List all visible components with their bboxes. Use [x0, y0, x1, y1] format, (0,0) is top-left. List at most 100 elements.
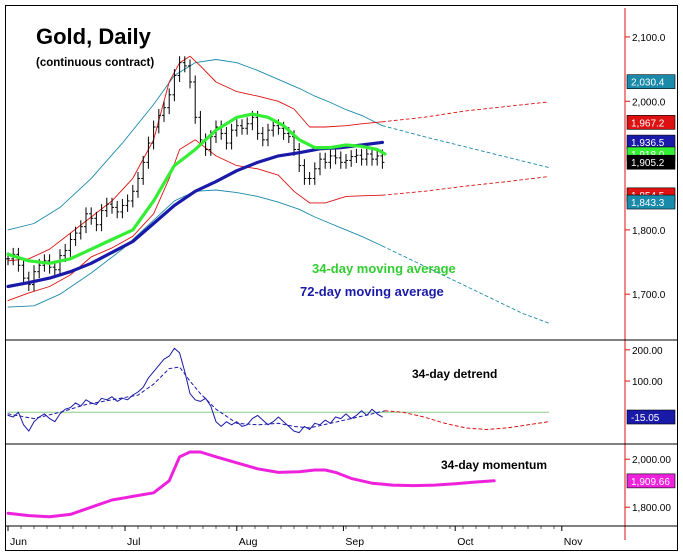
value-tag-price: 1,936.5 [626, 134, 676, 150]
value-tag-label: 1,967.2 [631, 118, 665, 129]
value-tag-box [626, 409, 676, 425]
price-bar [307, 172, 312, 185]
x-tick-label: Sep [345, 536, 364, 548]
price-bar [364, 147, 369, 166]
price-bar [16, 247, 21, 272]
price-bar [245, 117, 250, 135]
price-bar [130, 184, 135, 208]
chart-subtitle: (continuous contract) [36, 57, 154, 69]
price-bar [354, 148, 359, 163]
outer_band_lower-line [7, 189, 383, 308]
price-bar [110, 197, 114, 214]
momentum-line [6, 450, 496, 519]
y-tick-label-detrend: 100.00 [632, 377, 663, 388]
price-bar [73, 226, 78, 246]
price-bar [234, 119, 239, 137]
price-bar [344, 153, 348, 169]
price-bar [224, 126, 229, 150]
price-bar [177, 56, 182, 82]
price-bar [182, 56, 187, 73]
price-bar [156, 108, 161, 134]
price-bar [349, 150, 354, 167]
value-tag-price: 1,905.2 [626, 154, 676, 170]
y-tick-label-momentum: 1,800.00 [632, 503, 671, 514]
price-bar [302, 159, 307, 185]
value-tag-box [626, 473, 676, 489]
price-bar [32, 265, 36, 291]
price-bar [172, 69, 177, 102]
chart-title: Gold, Daily [36, 24, 152, 49]
x-tick-label: Jul [127, 536, 140, 548]
price-bar [162, 101, 166, 122]
price-bar [68, 233, 73, 257]
value-tag-price: 1,967.2 [626, 115, 676, 130]
price-bar [312, 162, 317, 185]
envelope_upper_projection-line [381, 101, 550, 123]
value-tag-momentum: 1,909.66 [626, 473, 676, 489]
x-tick-label: Nov [564, 536, 583, 548]
chart-frame [5, 5, 678, 551]
price-bar [260, 126, 265, 147]
price-bar [188, 59, 192, 89]
price-bar [318, 152, 322, 176]
value-tag-label: 1,905.2 [631, 158, 665, 169]
y-tick-label-price: 1,700.0 [632, 290, 666, 301]
value-tag-label: 1,936.5 [631, 138, 665, 149]
price-bar [193, 75, 198, 124]
value-tag-price: 2,030.4 [626, 74, 676, 90]
detrend_smoothed-line [7, 366, 386, 429]
value-tags: 2,030.41,967.21,936.51,918.01,905.21,854… [626, 74, 676, 489]
ma34-annotation: 34-day moving average [312, 261, 456, 276]
detrend-line [7, 347, 383, 434]
time-axis: Jun Jul Aug Sep Oct Nov [7, 526, 583, 548]
price-bar [141, 155, 146, 185]
value-tag-label: -15.05 [631, 413, 660, 424]
price-bar [125, 194, 130, 212]
price-bar [338, 151, 343, 169]
value-tag-detrend: -15.05 [626, 409, 676, 425]
value-tag-box [626, 74, 676, 90]
price-bar [271, 119, 276, 137]
x-tick-label: Jun [10, 536, 27, 548]
price-bar [99, 204, 104, 232]
y-tick-label-momentum: 2,000.00 [632, 455, 671, 466]
y-tick-label-price: 2,100.0 [632, 33, 666, 44]
price-bar [323, 152, 328, 169]
x-tick-label: Oct [457, 536, 473, 548]
value-tag-box [626, 154, 676, 170]
x-tick-label: Aug [239, 536, 258, 548]
price-bar [21, 258, 26, 285]
outer_band_lower_projection-line [381, 245, 550, 324]
value-tag-box [626, 115, 676, 130]
chart-series [6, 55, 550, 519]
value-tag-box [626, 194, 676, 210]
price-bar [333, 149, 338, 165]
price-bar [151, 120, 156, 150]
y-tick-label-detrend: 200.00 [632, 346, 663, 357]
price-bar [78, 220, 83, 240]
ma72-annotation: 72-day moving average [300, 284, 444, 299]
price-bar [146, 136, 151, 169]
price-bar [229, 123, 234, 150]
price-bar [94, 211, 99, 232]
outer_band_upper_projection-line [381, 125, 550, 168]
value-tag-label: 1,909.66 [631, 477, 670, 488]
outer_band_upper-line [7, 59, 383, 231]
price-bar [89, 207, 94, 225]
price-bar [115, 200, 120, 219]
price-bar [370, 147, 374, 166]
price-bar [198, 110, 203, 147]
value-tag-label: 1,843.3 [631, 198, 665, 209]
value-axes: 2,100.0 2,000.0 1,800.0 1,700.0 200.00 100.00… [625, 33, 671, 514]
y-tick-label-price: 1,800.0 [632, 226, 666, 237]
envelope_lower_projection-line [381, 176, 550, 196]
price-bar [359, 148, 364, 166]
price-bar [328, 149, 333, 169]
price-bar [84, 207, 88, 234]
price-bar [266, 123, 270, 147]
detrend-panel-label: 34-day detrend [412, 367, 497, 381]
y-tick-label-price: 2,000.0 [632, 97, 666, 108]
price-bar [375, 149, 380, 166]
detrend_projection-line [384, 410, 550, 430]
